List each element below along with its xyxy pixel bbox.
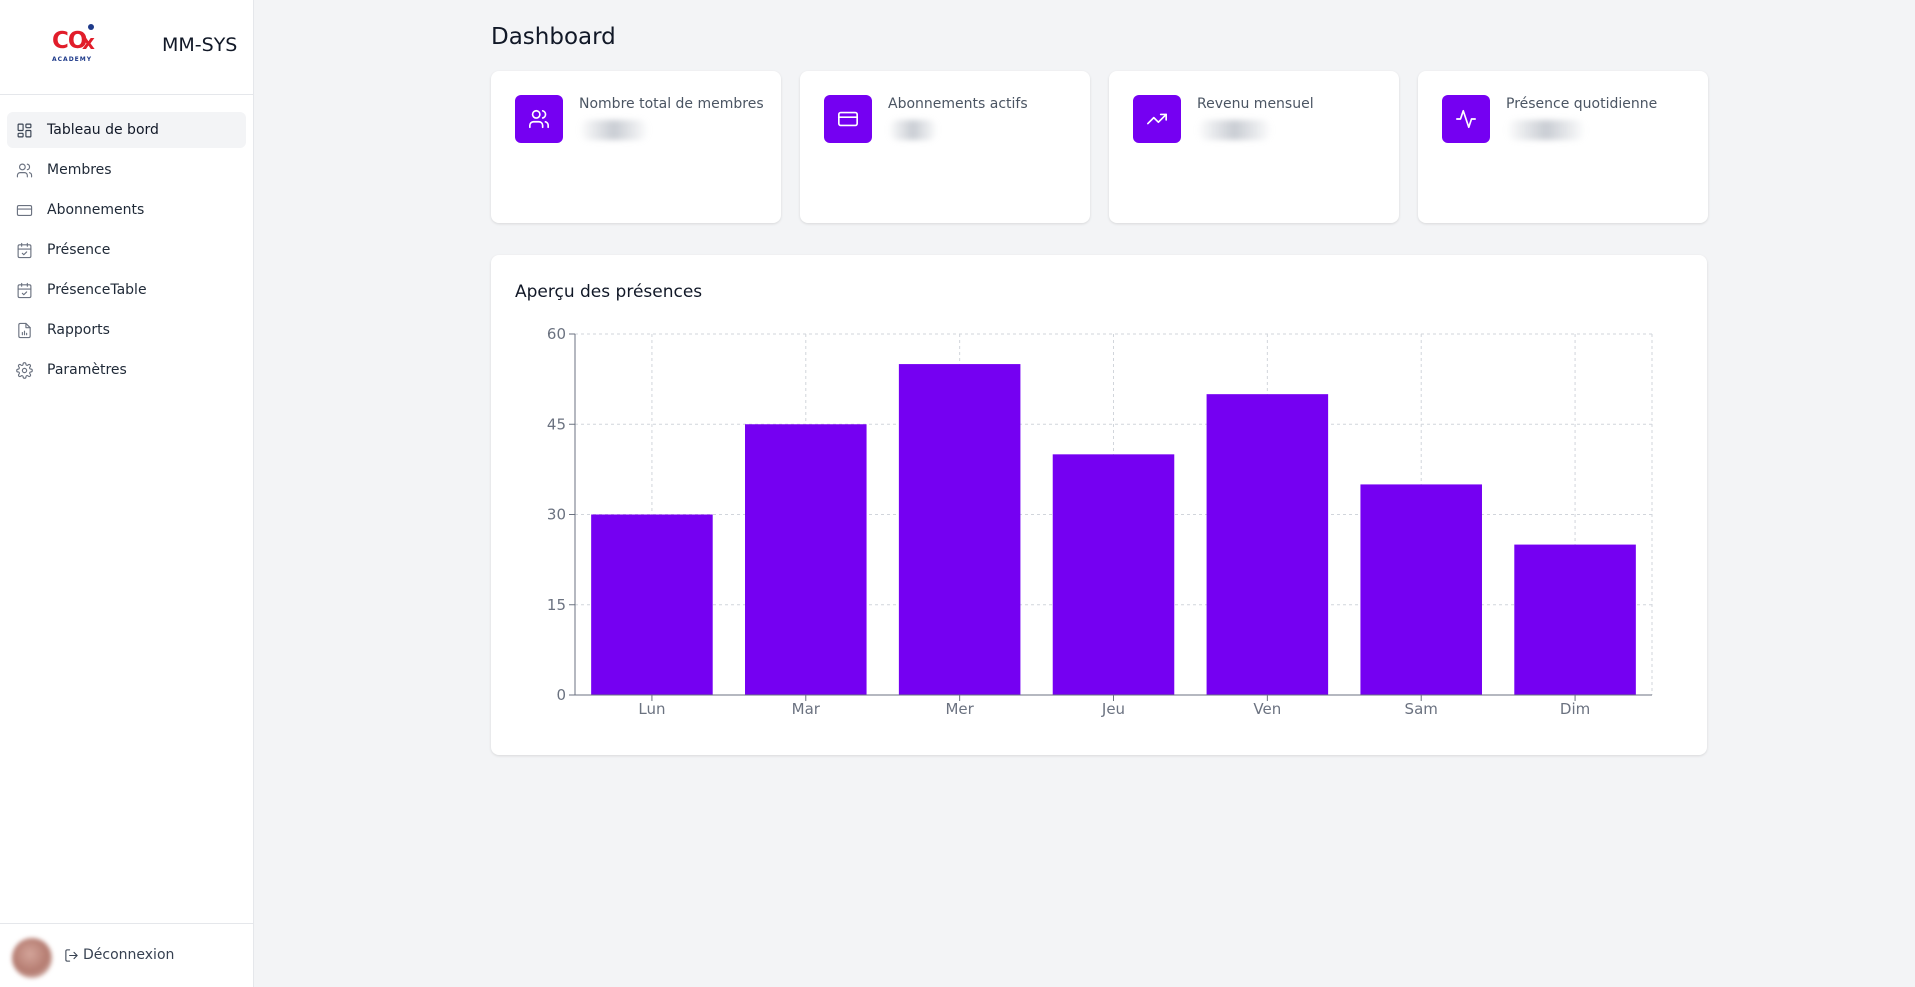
- sidebar-footer: Déconnexion: [0, 923, 254, 987]
- chart-title: Aperçu des présences: [515, 282, 703, 302]
- x-tick-label: Lun: [638, 700, 665, 718]
- x-tick-label: Dim: [1560, 700, 1590, 718]
- y-tick-label: 0: [556, 686, 566, 704]
- sidebar-item-label: Tableau de bord: [47, 122, 159, 138]
- bar: [1206, 394, 1329, 695]
- users-icon: [16, 162, 33, 179]
- sidebar-item-label: PrésenceTable: [47, 282, 147, 298]
- app-name: MM-SYS: [162, 34, 238, 56]
- sidebar-item-label: Rapports: [47, 322, 110, 338]
- sidebar-item-rapports[interactable]: Rapports: [7, 312, 246, 348]
- stat-card-monthly-revenue: Revenu mensuel: [1109, 71, 1399, 223]
- sidebar-item-abonnements[interactable]: Abonnements: [7, 192, 246, 228]
- x-tick-label: Mar: [792, 700, 821, 718]
- stat-value-redacted: [1197, 120, 1272, 140]
- logout-label: Déconnexion: [83, 947, 175, 963]
- calendar-check-icon: [16, 242, 33, 259]
- x-tick-label: Jeu: [1101, 700, 1125, 718]
- logout-button[interactable]: Déconnexion: [64, 947, 174, 963]
- sidebar-item-presence-table[interactable]: PrésenceTable: [7, 272, 246, 308]
- sidebar-item-presence[interactable]: Présence: [7, 232, 246, 268]
- x-tick-label: Mer: [945, 700, 974, 718]
- stat-label: Nombre total de membres: [579, 96, 764, 112]
- users-icon: [515, 95, 563, 143]
- calendar-check-icon: [16, 282, 33, 299]
- stat-card-active-subscriptions: Abonnements actifs: [800, 71, 1090, 223]
- file-chart-icon: [16, 322, 33, 339]
- stat-value-redacted: [888, 120, 938, 140]
- credit-card-icon: [16, 202, 33, 219]
- x-tick-label: Ven: [1253, 700, 1281, 718]
- sidebar-item-parametres[interactable]: Paramètres: [7, 352, 246, 388]
- bar: [898, 364, 1021, 695]
- sidebar-item-dashboard[interactable]: Tableau de bord: [7, 112, 246, 148]
- sidebar-item-label: Abonnements: [47, 202, 145, 218]
- bar: [1052, 454, 1175, 695]
- bar: [591, 514, 713, 695]
- stat-label: Abonnements actifs: [888, 96, 1028, 112]
- sidebar: CO x ACADEMY MM-SYS Tableau de bord Memb…: [0, 0, 254, 987]
- sidebar-nav: Tableau de bord Membres Abonnements Prés…: [7, 112, 246, 392]
- y-tick-label: 15: [547, 596, 566, 614]
- logo-text: CO: [52, 28, 87, 54]
- attendance-bar-chart: 0 15 30 45 60 Lun Mar Mer Jeu Ven Sam Dim: [547, 325, 1653, 718]
- stat-label: Revenu mensuel: [1197, 96, 1314, 112]
- activity-icon: [1442, 95, 1490, 143]
- stat-value-redacted: [579, 120, 649, 140]
- attendance-chart-card: Aperçu des présences 0 15 30 45 60 Lun Mar Mer J…: [491, 255, 1707, 755]
- logo-dot: [88, 24, 94, 30]
- sidebar-item-label: Paramètres: [47, 362, 127, 378]
- logo-mark: x: [82, 30, 95, 54]
- stat-card-daily-presence: Présence quotidienne: [1418, 71, 1708, 223]
- x-tick-label: Sam: [1405, 700, 1438, 718]
- bar: [1360, 484, 1482, 695]
- gear-icon: [16, 361, 33, 379]
- avatar[interactable]: [12, 938, 52, 978]
- sidebar-item-label: Membres: [47, 162, 112, 178]
- bar: [1514, 544, 1636, 695]
- sidebar-item-label: Présence: [47, 242, 111, 258]
- trending-up-icon: [1133, 95, 1181, 143]
- credit-card-icon: [824, 95, 872, 143]
- brand-header: CO x ACADEMY MM-SYS: [0, 0, 253, 95]
- layout-dashboard-icon: [16, 122, 33, 139]
- y-tick-label: 30: [547, 506, 566, 524]
- stat-card-total-members: Nombre total de membres: [491, 71, 781, 223]
- page-title: Dashboard: [491, 24, 616, 50]
- sidebar-item-membres[interactable]: Membres: [7, 152, 246, 188]
- bar: [745, 424, 867, 695]
- stat-label: Présence quotidienne: [1506, 96, 1658, 112]
- stat-value-redacted: [1506, 120, 1586, 140]
- y-tick-label: 60: [547, 325, 566, 343]
- logout-icon: [65, 948, 78, 962]
- logo-subtitle: ACADEMY: [52, 56, 93, 63]
- academy-logo[interactable]: CO x ACADEMY: [48, 24, 104, 64]
- y-tick-label: 45: [547, 415, 566, 433]
